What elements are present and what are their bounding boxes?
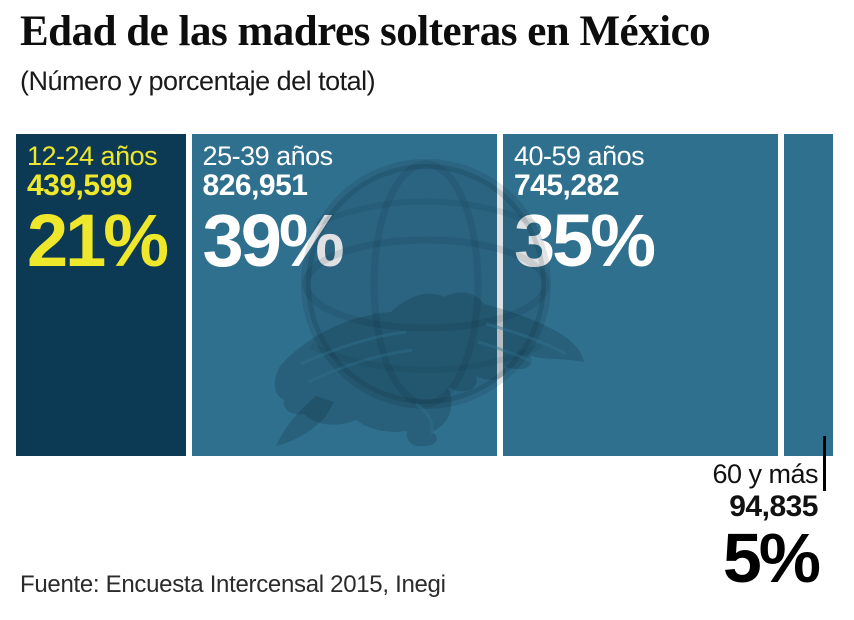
segment-label: 60 y más <box>712 459 818 489</box>
segment-60-mas-callout: 60 y más 94,835 5% <box>712 459 821 598</box>
bar-segment-12-24: 12-24 años 439,599 21% <box>16 134 186 456</box>
source-note: Fuente: Encuesta Intercensal 2015, Inegi <box>20 571 446 598</box>
bar-segment-60-mas <box>784 134 833 456</box>
bar-segment-40-59: 40-59 años 745,282 35% <box>503 134 779 456</box>
callout-leader-line <box>823 436 826 491</box>
segment-percent: 35% <box>514 198 656 282</box>
segment-percent: 5% <box>722 519 821 598</box>
page-title: Edad de las madres solteras en México <box>20 8 711 55</box>
segment-percent: 39% <box>202 198 345 282</box>
segment-label: 25-39 años <box>202 141 334 171</box>
segment-value: 745,282 <box>514 169 619 203</box>
segment-value: 826,951 <box>202 169 308 203</box>
segment-value: 439,599 <box>27 169 132 203</box>
bar-segment-25-39: 25-39 años 826,951 39% <box>191 134 497 456</box>
segment-label: 40-59 años <box>514 141 645 171</box>
segment-value: 94,835 <box>729 489 818 523</box>
page-subtitle: (Número y porcentaje del total) <box>20 66 376 96</box>
age-bar-chart: 12-24 años 439,599 21% 25-39 años 826,95… <box>16 134 833 456</box>
segment-label: 12-24 años <box>27 141 158 171</box>
segment-percent: 21% <box>27 198 169 282</box>
